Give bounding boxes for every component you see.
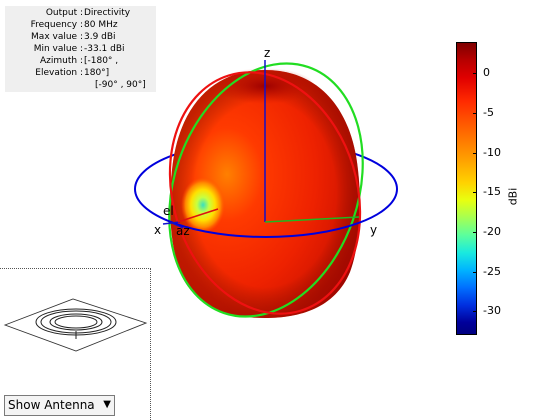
info-row-frequency: Frequency : 80 MHz [5, 19, 156, 31]
antenna-view-panel [0, 268, 151, 420]
info-row-elevation-range: [-90° , 90°] [5, 79, 156, 91]
y-plane-circle [168, 62, 364, 318]
y-axis-label: y [370, 223, 377, 237]
info-value: [-90° , 90°] [95, 80, 146, 90]
azimuth-label: az [176, 224, 190, 238]
info-label: Frequency : [30, 20, 83, 30]
x-axis-label: x [154, 223, 161, 237]
info-label: Output : [45, 8, 83, 18]
info-value: 80 MHz [84, 20, 118, 30]
info-row-output: Output : Directivity [5, 7, 156, 19]
antenna-thumbnail [3, 298, 148, 352]
info-value: Directivity [84, 8, 131, 18]
info-label: Min value : [33, 44, 83, 54]
info-row-min: Min value : -33.1 dBi [5, 43, 156, 55]
colorbar-tick-label: -25 [483, 265, 501, 278]
colorbar-tick-label: -5 [483, 106, 494, 119]
colorbar-tick-label: -20 [483, 225, 501, 238]
info-value: 180°] [84, 68, 110, 78]
pattern-null-region [181, 177, 225, 233]
el-arrow [177, 208, 219, 223]
chevron-down-icon: ▼ [103, 399, 111, 410]
info-value: [-180° , [84, 56, 119, 66]
info-label: Azimuth : [40, 56, 83, 66]
info-value: -33.1 dBi [84, 44, 125, 54]
colorbar-tick [473, 113, 477, 114]
info-value: 3.9 dBi [84, 32, 116, 42]
colorbar [456, 42, 477, 335]
x-plane-circle-front [134, 188, 398, 238]
colorbar-tick-label: -15 [483, 185, 501, 198]
colorbar-tick [473, 232, 477, 233]
elevation-label: el [163, 204, 174, 218]
az-arrow [169, 221, 184, 229]
colorbar-tick-label: 0 [483, 66, 490, 79]
info-row-max: Max value : 3.9 dBi [5, 31, 156, 43]
y-axis-line [264, 216, 360, 223]
colorbar-tick [473, 192, 477, 193]
colorbar-tick-label: -10 [483, 146, 501, 159]
colorbar-tick [473, 153, 477, 154]
colorbar-tick [473, 272, 477, 273]
z-plane-circle [168, 71, 362, 315]
colorbar-tick [473, 311, 477, 312]
z-axis-label: z [264, 46, 270, 60]
pattern-info-panel: Output : Directivity Frequency : 80 MHz … [5, 6, 156, 92]
colorbar-tick [473, 73, 477, 74]
info-row-azimuth: Azimuth : [-180° , [5, 55, 156, 67]
show-antenna-dropdown-label: Show Antenna [8, 398, 95, 412]
colorbar-unit-label: dBi [506, 187, 520, 206]
info-label: Max value : [31, 32, 83, 42]
show-antenna-dropdown[interactable]: Show Antenna ▼ [4, 395, 115, 416]
info-row-elevation: Elevation : 180°] [5, 67, 156, 79]
colorbar-tick-label: -30 [483, 304, 501, 317]
info-label: Elevation : [35, 68, 83, 78]
